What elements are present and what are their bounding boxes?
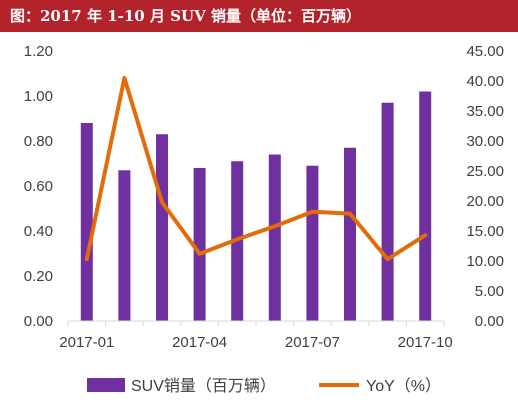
left-tick-label: 0.80 [24, 133, 53, 150]
legend: SUV销量（百万辆） YoY（%） [87, 377, 441, 395]
bar [419, 91, 432, 321]
right-tick-label: 35.00 [466, 103, 504, 120]
x-tick-label: 2017-10 [398, 334, 453, 351]
right-tick-label: 40.00 [466, 73, 504, 90]
x-tick-label: 2017-04 [172, 334, 227, 351]
bar [306, 165, 319, 321]
bar-series [80, 91, 432, 321]
right-tick-label: 15.00 [466, 223, 504, 240]
left-axis-ticks: 0.00 0.20 0.40 0.60 0.80 1.00 1.20 [24, 43, 53, 330]
right-tick-label: 25.00 [466, 163, 504, 180]
left-tick-label: 0.40 [24, 223, 53, 240]
left-tick-label: 1.00 [24, 88, 53, 105]
left-tick-label: 0.60 [24, 178, 53, 195]
legend-bar-label: SUV销量（百万辆） [131, 377, 276, 395]
legend-line-label: YoY（%） [366, 377, 441, 395]
bar [118, 170, 131, 321]
bar [381, 102, 394, 321]
right-tick-label: 20.00 [466, 193, 504, 210]
right-tick-label: 0.00 [475, 313, 504, 330]
legend-bar-swatch [87, 378, 125, 392]
bar [344, 147, 356, 321]
bar [268, 154, 281, 321]
x-axis-ticks: 2017-01 2017-04 2017-07 2017-10 [59, 321, 453, 351]
yoy-line [84, 76, 428, 262]
x-tick-label: 2017-07 [285, 334, 340, 351]
right-axis-ticks: 0.00 5.00 10.00 15.00 20.00 25.00 30.00 35.00 40… [466, 43, 504, 330]
right-tick-label: 45.00 [466, 43, 504, 60]
right-tick-label: 5.00 [475, 283, 504, 300]
left-tick-label: 1.20 [24, 43, 53, 60]
bar [193, 168, 206, 321]
left-tick-label: 0.20 [24, 268, 53, 285]
bar [80, 123, 93, 321]
right-tick-label: 30.00 [466, 133, 504, 150]
left-tick-label: 0.00 [24, 313, 53, 330]
bar [156, 134, 168, 321]
right-tick-label: 10.00 [466, 253, 504, 270]
chart-title: 图：2017 年 1-10 月 SUV 销量（单位：百万辆） [0, 0, 518, 32]
x-tick-label: 2017-01 [59, 334, 114, 351]
line-series [84, 76, 428, 262]
